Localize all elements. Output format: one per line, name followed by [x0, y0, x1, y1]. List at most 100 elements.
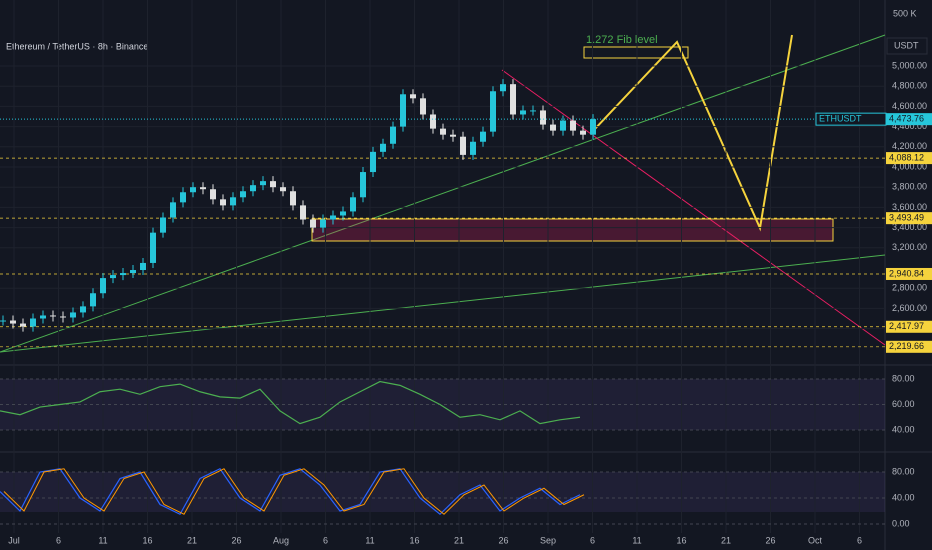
x-tick-label: Aug [273, 535, 289, 545]
price-tag [886, 113, 932, 126]
annotation: 1.272 Fib level [586, 34, 658, 46]
candle [420, 98, 426, 115]
y-tick-label: 4,200.00 [892, 141, 927, 151]
candle [100, 278, 106, 294]
candle [560, 120, 566, 131]
x-tick-label: 6 [857, 535, 862, 545]
price-tag-label: 2,940.84 [889, 268, 924, 278]
projection [591, 34, 793, 232]
candle [200, 187, 206, 190]
price-tag-label: 3,493.49 [889, 213, 924, 223]
price-tag [886, 320, 932, 333]
candle [400, 94, 406, 127]
price-tag [886, 340, 932, 353]
y-tick-label: 4,800.00 [892, 81, 927, 91]
candle [500, 84, 506, 92]
candle [330, 215, 336, 220]
candle [370, 151, 376, 173]
y-tick-label: 3,400.00 [892, 222, 927, 232]
price-tag [886, 152, 932, 165]
candle [470, 141, 476, 155]
candle [10, 320, 16, 324]
candle [460, 136, 466, 155]
price-tag-label: 4,088.12 [889, 152, 924, 162]
y-tick-label: 60.00 [892, 399, 915, 409]
candle [440, 128, 446, 135]
stoch-band [0, 472, 885, 512]
y-tick-label: 3,800.00 [892, 182, 927, 192]
x-tick-label: 26 [498, 535, 508, 545]
candle [360, 172, 366, 198]
candle [210, 189, 216, 200]
candle [290, 191, 296, 206]
y-tick-label: 4,600.00 [892, 101, 927, 111]
candle [430, 114, 436, 129]
y-tick-label: 4,000.00 [892, 161, 927, 171]
candle [170, 202, 176, 218]
candle [580, 130, 586, 135]
candle [540, 110, 546, 125]
candle [490, 91, 496, 132]
x-tick-label: 26 [231, 535, 241, 545]
candle [130, 270, 136, 274]
candle [190, 187, 196, 193]
candle [220, 199, 226, 206]
y-tick-label: 80.00 [892, 466, 915, 476]
x-tick-label: 6 [56, 535, 61, 545]
candle [30, 318, 36, 327]
candle [520, 110, 526, 115]
volume-label: 500 K [893, 8, 917, 18]
y-tick-label: 3,200.00 [892, 242, 927, 252]
stoch-signal [3, 468, 585, 515]
candle [240, 191, 246, 198]
candle [40, 315, 46, 319]
y-tick-label: 4,400.00 [892, 121, 927, 131]
fib-box [583, 46, 689, 59]
candle [390, 126, 396, 144]
x-tick-label: 21 [187, 535, 197, 545]
candle [250, 185, 256, 192]
candle [480, 131, 486, 142]
candle [410, 94, 416, 99]
price-tag [886, 267, 932, 280]
x-tick-label: 21 [454, 535, 464, 545]
x-tick-label: 21 [721, 535, 731, 545]
candle [90, 293, 96, 307]
y-tick-label: 2,600.00 [892, 303, 927, 313]
y-tick-label: 3,600.00 [892, 202, 927, 212]
candle [180, 192, 186, 203]
y-tick-label: 2,800.00 [892, 283, 927, 293]
y-tick-label: 40.00 [892, 424, 915, 434]
stoch-line [0, 467, 581, 516]
rsi-line [0, 380, 581, 425]
candle [380, 143, 386, 152]
y-tick-label: 80.00 [892, 373, 915, 383]
x-tick-label: 11 [98, 535, 107, 545]
candle [550, 124, 556, 131]
symbol-label: ETHUSDT [819, 114, 862, 124]
candle [160, 217, 166, 233]
candle [150, 232, 156, 263]
candle [20, 323, 26, 327]
candle [230, 197, 236, 206]
chart-title: Ethereum / TetherUS · 8h · Binance [6, 41, 148, 51]
y-tick-label: 0.00 [892, 518, 910, 528]
candle [590, 119, 596, 135]
candle [570, 120, 576, 131]
x-tick-label: Sep [540, 535, 556, 545]
x-tick-label: Jul [8, 535, 20, 545]
candle [110, 275, 116, 279]
candle [450, 134, 456, 137]
candle [50, 315, 56, 317]
unit-box [886, 37, 928, 55]
x-tick-label: 16 [676, 535, 686, 545]
x-tick-label: 26 [765, 535, 775, 545]
x-tick-label: 16 [409, 535, 419, 545]
unit-label: USDT [894, 40, 919, 50]
candle [510, 84, 516, 115]
candle [80, 306, 86, 313]
y-tick-label: 40.00 [892, 492, 915, 502]
x-tick-label: 11 [632, 535, 641, 545]
